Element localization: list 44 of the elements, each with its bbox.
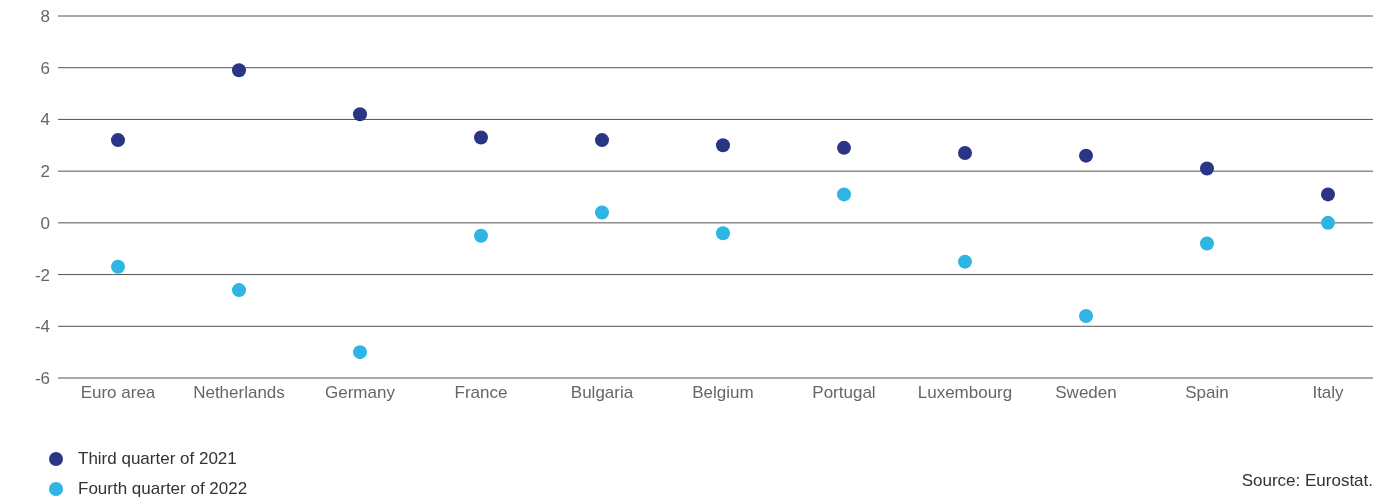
x-tick-label: Spain <box>1185 383 1229 403</box>
x-tick-label: Luxembourg <box>917 383 1013 403</box>
point <box>595 133 609 148</box>
point <box>837 140 851 155</box>
point <box>837 187 851 202</box>
point <box>595 205 609 220</box>
point <box>716 138 730 153</box>
y-tick-label: 4 <box>40 110 50 130</box>
point <box>353 345 367 360</box>
y-tick-label: -2 <box>34 265 50 285</box>
point <box>232 283 246 298</box>
point <box>111 259 125 274</box>
x-tick-label: Portugal <box>812 383 876 403</box>
x-tick-label: Italy <box>1312 383 1345 403</box>
point <box>958 146 972 161</box>
point <box>1079 148 1093 163</box>
point <box>958 254 972 269</box>
x-tick-label: France <box>454 383 508 403</box>
x-tick-label: Netherlands <box>193 383 285 403</box>
legend-label: Fourth quarter of 2022 <box>78 479 248 499</box>
point <box>474 130 488 145</box>
x-tick-label: Euro area <box>80 383 156 403</box>
y-tick-label: 6 <box>40 58 50 78</box>
point <box>1321 215 1335 230</box>
point <box>1200 236 1214 251</box>
point <box>1079 308 1093 323</box>
y-tick-label: -6 <box>34 369 50 389</box>
source-note: Source: Eurostat. <box>1241 471 1373 491</box>
point <box>1321 187 1335 202</box>
x-tick-label: Germany <box>325 383 396 403</box>
y-tick-label: 2 <box>40 162 50 182</box>
x-tick-label: Belgium <box>692 383 754 403</box>
y-tick-label: 0 <box>40 213 50 233</box>
y-tick-label: -4 <box>34 317 50 337</box>
point <box>111 133 125 148</box>
point <box>232 63 246 78</box>
x-tick-label: Sweden <box>1055 383 1117 403</box>
point <box>1200 161 1214 176</box>
legend-label: Third quarter of 2021 <box>78 449 237 469</box>
point <box>474 228 488 243</box>
point <box>716 226 730 241</box>
point <box>353 107 367 122</box>
y-tick-label: 8 <box>40 7 50 27</box>
x-tick-label: Bulgaria <box>570 383 634 403</box>
